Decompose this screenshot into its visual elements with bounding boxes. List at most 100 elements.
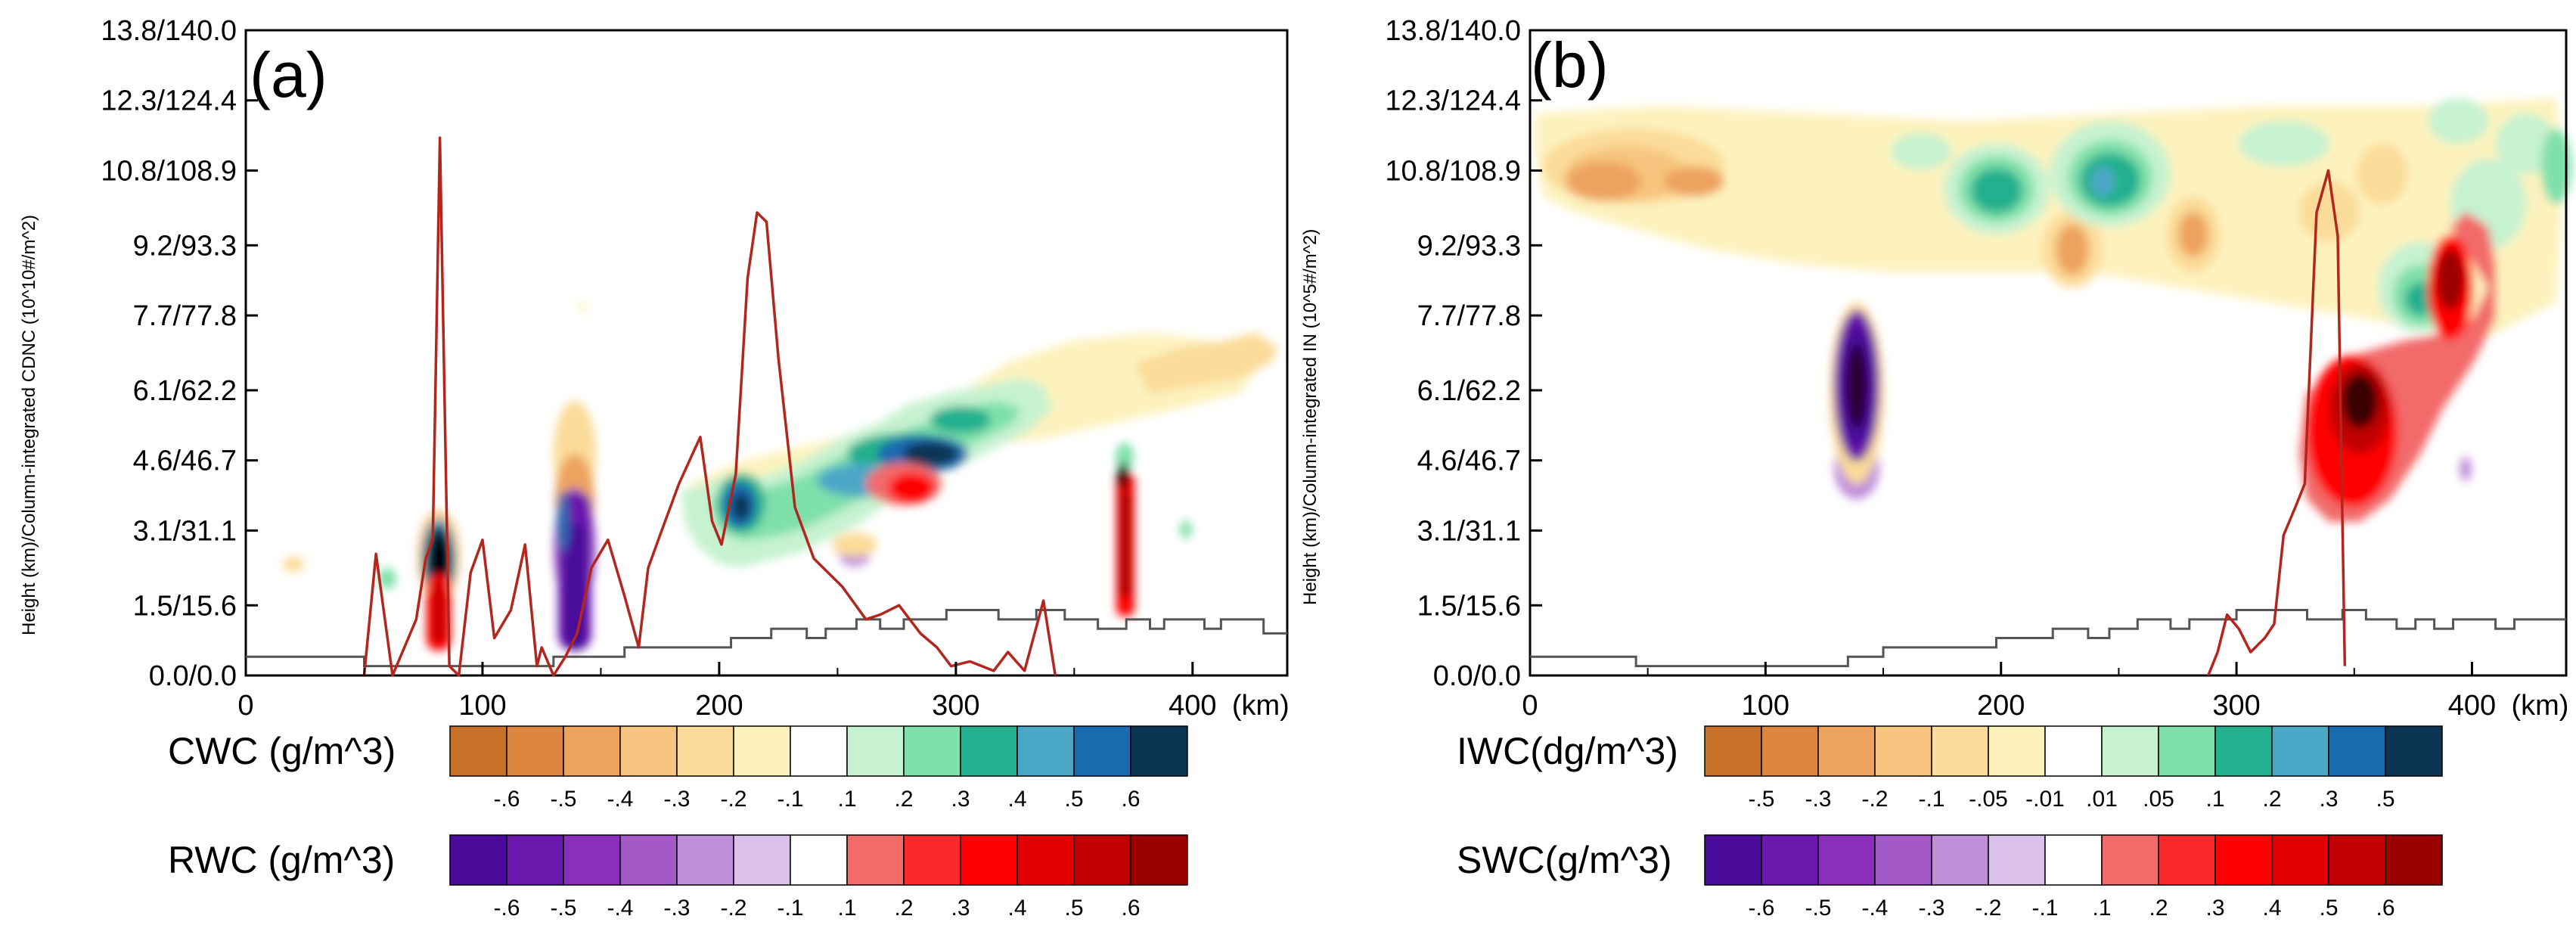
y-tick-label: 1.5/15.6 [133,590,237,622]
colorbar-swatch [449,834,507,886]
colorbar-tick-label: .2 [894,896,913,921]
colorbar-tick-label: -.6 [1748,896,1774,921]
colorbar-swatch [1704,725,1762,777]
colorbar-tick-label: -.1 [777,787,803,812]
x-tick-label: 200 [695,690,743,722]
panel-b-x-ticks: 0 100 200 300 400 (km) [1522,662,2568,722]
panel-b-y-ticks: 0.0/0.0 1.5/15.6 3.1/31.1 4.6/46.7 6.1/62.2 7… [1385,15,1542,692]
x-axis-unit: (km) [1232,690,1290,722]
y-tick-label: 13.8/140.0 [1385,15,1521,47]
colorbar-swatch [2385,725,2443,777]
colorbar-tick-label: -.2 [1861,787,1888,812]
colorbar-tick-label: .4 [1007,787,1026,812]
colorbar-tick-label: -.2 [720,787,746,812]
x-tick-label: 200 [1977,690,2025,722]
panel-a: 0 100 200 300 400 (km) 0.0/0.0 1.5/15.6 3.1/31.… [19,15,1290,921]
colorbar-tick-label: -.2 [720,896,746,921]
colorbar-title: RWC (g/m^3) [168,839,395,881]
y-tick-label: 10.8/108.9 [1385,155,1521,187]
colorbar-swatch [1988,725,2046,777]
colorbar-tick-label: -.3 [1918,896,1944,921]
colorbar-tick-label: -.1 [1918,787,1944,812]
y-tick-label: 6.1/62.2 [133,375,237,407]
colorbar-tick-label: .2 [2149,896,2168,921]
colorbar-swatch [846,834,905,886]
panel-a-y-axis-label: Height (km)/Column-integrated CDNC (10^1… [19,215,39,635]
colorbar-tick-label: -.05 [1969,787,2008,812]
column-integrated-line [2207,169,2347,676]
colorbar-swatch [449,725,507,777]
colorbar-tick-label: -.3 [663,787,690,812]
x-tick-label: 0 [1522,690,1538,722]
colorbar-swatch [1931,725,1989,777]
colorbar-title: SWC(g/m^3) [1457,839,1672,881]
colorbar-swatch [2158,834,2216,886]
colorbar-tick-label: .5 [2319,896,2338,921]
x-axis-unit: (km) [2511,690,2568,722]
colorbar-swatch [903,725,961,777]
y-tick-label: 12.3/124.4 [1385,85,1521,117]
colorbar-tick-label: .5 [2376,787,2394,812]
colorbar-swatch [563,834,621,886]
colorbar-swatch [2214,834,2273,886]
x-tick-label: 300 [2212,690,2260,722]
panel-b-in-line [2207,169,2347,676]
colorbar-swatch [2101,834,2159,886]
colorbar-swatch [1988,834,2046,886]
colorbar-tick-label: -.1 [2031,896,2058,921]
colorbar-swatch [2214,725,2273,777]
colorbar-swatch [619,834,678,886]
y-tick-label: 9.2/93.3 [1417,230,1521,262]
panel-a-cdnc-line [362,136,1057,677]
colorbar-tick-label: -.3 [1805,787,1831,812]
colorbar-swatch [506,725,564,777]
panel-a-contour-field [283,303,1278,650]
colorbar-swatch [2328,834,2386,886]
colorbar-tick-label: -.01 [2025,787,2065,812]
colorbar-tick-label: -.5 [1748,787,1774,812]
colorbar-swatch [2385,834,2443,886]
panel-a-x-ticks: 0 100 200 300 400 (km) [237,662,1290,722]
colorbar-tick-label: -.4 [1861,896,1888,921]
colorbar-tick-label: .1 [837,787,856,812]
panel-b-colorbars: IWC(dg/m^3) -.5 -.3 -.2 -.1 -.05 -.01 .01 .05 .1.… [1457,725,2443,921]
x-tick-label: 100 [1742,690,1789,722]
colorbar-tick-label: .3 [2205,896,2224,921]
colorbar-swatch [1130,725,1188,777]
colorbar-tick-label: .3 [2319,787,2338,812]
colorbar-swatch [1016,834,1075,886]
colorbar-swatch [676,834,734,886]
colorbar-swatch [676,725,734,777]
x-tick-label: 400 [2448,690,2496,722]
colorbar-swatch [563,725,621,777]
colorbar-swatch [1817,834,1876,886]
colorbar-swatch [790,834,848,886]
colorbar-swatch [2044,725,2103,777]
y-tick-label: 7.7/77.8 [133,300,237,332]
colorbar-tick-label: .5 [1064,896,1083,921]
x-tick-label: 300 [932,690,979,722]
colorbar-swatch [1016,725,1075,777]
colorbar-swatch [506,834,564,886]
colorbar-swatch [733,834,791,886]
panel-b-label: (b) [1531,29,1609,101]
colorbar-tick-label: .6 [1121,896,1140,921]
plot-frame [244,29,1289,677]
colorbar-tick-label: .1 [837,896,856,921]
colorbar-swatch [2044,834,2103,886]
colorbar-swatch [2271,725,2329,777]
colorbar-tick-label: .5 [1064,787,1083,812]
colorbar-tick-label: .05 [2143,787,2174,812]
colorbar-tick-label: .6 [1121,787,1140,812]
y-tick-label: 4.6/46.7 [133,446,237,477]
panel-b-y-axis-label: Height (km)/Column-integrated IN (10^5#/… [1300,229,1321,605]
colorbar-tick-label: .3 [951,896,970,921]
colorbar-tick-label: .2 [894,787,913,812]
y-tick-label: 12.3/124.4 [101,85,237,117]
terrain-line [1530,608,2566,668]
colorbar-tick-label: .1 [2205,787,2224,812]
y-tick-label: 13.8/140.0 [101,15,237,47]
colorbar-swatch [1073,834,1131,886]
panel-a-y-ticks: 0.0/0.0 1.5/15.6 3.1/31.1 4.6/46.7 6.1/62.2 7… [101,15,258,692]
colorbar-tick-label: .2 [2262,787,2281,812]
